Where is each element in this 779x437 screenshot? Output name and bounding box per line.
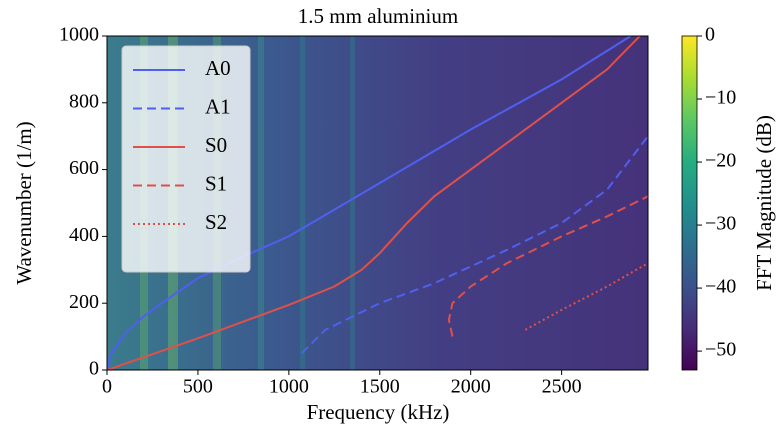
legend-label: S0 xyxy=(205,133,227,157)
series-line xyxy=(107,36,641,370)
colorbar-label: FFT Magnitude (dB) xyxy=(752,115,776,291)
colorbar-tick-label: −30 xyxy=(705,213,736,235)
y-tick-label: 800 xyxy=(69,90,99,112)
legend-label: S1 xyxy=(205,171,227,195)
series-line xyxy=(447,195,648,337)
legend-label: A0 xyxy=(205,56,231,80)
x-tick-label: 0 xyxy=(102,376,112,398)
y-tick-label: 600 xyxy=(69,157,99,179)
y-axis-label: Wavenumber (1/m) xyxy=(12,121,36,284)
colorbar xyxy=(681,35,698,371)
x-tick-label: 2500 xyxy=(542,376,582,398)
colorbar-tick-label: −40 xyxy=(705,276,736,298)
x-tick-label: 1500 xyxy=(360,376,400,398)
x-tick-label: 500 xyxy=(183,376,213,398)
legend-label: A1 xyxy=(205,94,231,118)
legend: A0 A1 S0 S1 S2 xyxy=(121,45,251,273)
plot-frame xyxy=(106,35,649,371)
x-axis-label: Frequency (kHz) xyxy=(307,400,450,424)
y-tick-label: 400 xyxy=(69,224,99,246)
legend-box xyxy=(121,45,251,273)
series-line xyxy=(524,262,648,331)
chart-title: 1.5 mm aluminium xyxy=(298,4,458,28)
x-tick-label: 2000 xyxy=(451,376,491,398)
colorbar-tick-label: −20 xyxy=(705,150,736,172)
y-tick-label: 0 xyxy=(89,358,99,380)
y-tick-label: 1000 xyxy=(59,24,99,46)
colorbar-tick-label: −50 xyxy=(705,339,736,361)
y-tick-label: 200 xyxy=(69,291,99,313)
x-tick-label: 1000 xyxy=(269,376,309,398)
colorbar-tick-label: −10 xyxy=(705,87,736,109)
series-line xyxy=(300,135,648,355)
colorbar-tick-label: 0 xyxy=(705,24,715,46)
legend-label: S2 xyxy=(205,210,227,234)
